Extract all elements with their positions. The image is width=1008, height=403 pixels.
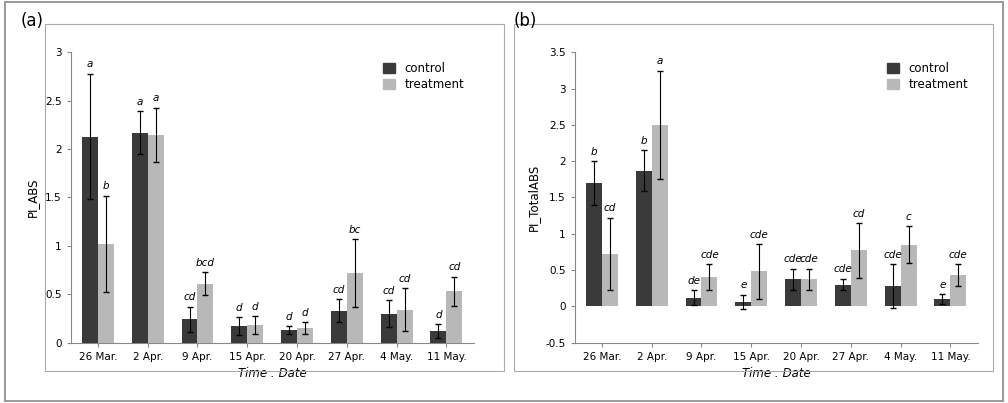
- Text: cde: cde: [834, 264, 852, 274]
- Text: (a): (a): [20, 12, 43, 30]
- Bar: [851, 250, 867, 306]
- Bar: [82, 137, 98, 343]
- Bar: [396, 310, 412, 343]
- Bar: [636, 170, 652, 306]
- Bar: [148, 135, 163, 343]
- Bar: [885, 286, 900, 306]
- Text: cde: cde: [799, 254, 818, 264]
- Bar: [381, 314, 396, 343]
- Bar: [98, 244, 114, 343]
- Text: cd: cd: [183, 293, 196, 302]
- Bar: [181, 319, 198, 343]
- Bar: [602, 254, 618, 306]
- Text: de: de: [687, 276, 700, 286]
- Bar: [652, 125, 667, 306]
- Text: b: b: [640, 136, 647, 146]
- Bar: [801, 279, 816, 306]
- Bar: [934, 299, 951, 306]
- Text: (b): (b): [514, 12, 537, 30]
- Text: cd: cd: [853, 208, 865, 218]
- Bar: [297, 328, 312, 343]
- Text: cde: cde: [783, 254, 802, 264]
- Text: e: e: [939, 280, 946, 290]
- Bar: [586, 183, 602, 306]
- Bar: [702, 277, 718, 306]
- Text: b: b: [591, 147, 598, 157]
- Text: d: d: [236, 303, 243, 313]
- Text: bc: bc: [349, 225, 361, 235]
- X-axis label: Time : Date: Time : Date: [742, 367, 810, 380]
- Legend: control, treatment: control, treatment: [884, 58, 972, 95]
- Text: cde: cde: [701, 250, 719, 260]
- Bar: [951, 275, 967, 306]
- Text: d: d: [252, 302, 258, 312]
- Bar: [347, 273, 363, 343]
- Bar: [281, 330, 297, 343]
- Text: e: e: [740, 280, 747, 290]
- Bar: [132, 133, 148, 343]
- X-axis label: Time : Date: Time : Date: [238, 367, 306, 380]
- Text: cde: cde: [949, 250, 968, 260]
- Y-axis label: PI_ABS: PI_ABS: [26, 178, 39, 217]
- Bar: [447, 291, 463, 343]
- Text: cd: cd: [449, 262, 461, 272]
- Text: b: b: [103, 181, 109, 191]
- Text: cde: cde: [883, 250, 902, 260]
- Bar: [736, 302, 751, 306]
- Bar: [900, 245, 916, 306]
- Text: d: d: [301, 308, 308, 318]
- Text: c: c: [906, 212, 911, 222]
- Bar: [751, 272, 767, 306]
- Text: d: d: [435, 310, 442, 320]
- Text: cd: cd: [604, 204, 616, 214]
- Text: a: a: [136, 97, 143, 107]
- Text: cde: cde: [750, 230, 769, 239]
- Text: a: a: [87, 59, 93, 69]
- Text: d: d: [286, 312, 292, 322]
- Bar: [247, 325, 263, 343]
- Legend: control, treatment: control, treatment: [380, 58, 468, 95]
- Bar: [685, 297, 702, 306]
- Bar: [835, 285, 851, 306]
- Text: cd: cd: [382, 286, 395, 296]
- Bar: [331, 311, 347, 343]
- Text: cd: cd: [398, 274, 410, 284]
- Text: a: a: [152, 93, 159, 103]
- Bar: [430, 331, 447, 343]
- Y-axis label: PI_TotalABS: PI_TotalABS: [527, 164, 539, 231]
- Text: a: a: [656, 56, 663, 66]
- Text: bcd: bcd: [196, 258, 215, 268]
- Text: cd: cd: [333, 285, 345, 295]
- Bar: [198, 284, 214, 343]
- Bar: [232, 326, 247, 343]
- Bar: [785, 279, 801, 306]
